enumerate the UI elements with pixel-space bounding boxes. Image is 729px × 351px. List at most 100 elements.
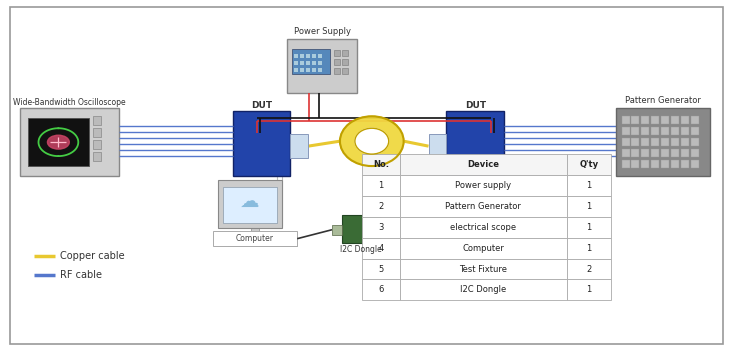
Bar (318, 67, 322, 72)
Bar (300, 67, 304, 72)
Bar (312, 67, 316, 72)
Bar (342, 49, 348, 55)
Bar (671, 160, 679, 168)
Bar (691, 149, 699, 157)
Bar (362, 217, 399, 238)
Bar (306, 67, 310, 72)
Bar (362, 279, 399, 300)
Bar (622, 116, 630, 124)
Bar (615, 108, 710, 176)
Bar (567, 175, 611, 196)
Ellipse shape (340, 116, 404, 166)
Bar (312, 54, 316, 58)
Bar (681, 116, 689, 124)
Text: Device: Device (467, 160, 499, 169)
Bar (661, 138, 669, 146)
Bar (399, 196, 567, 217)
Bar (661, 149, 669, 157)
Bar (661, 127, 669, 135)
Bar (681, 160, 689, 168)
Bar (631, 160, 639, 168)
Bar (642, 138, 650, 146)
Bar (295, 54, 298, 58)
Bar (429, 134, 446, 158)
Bar (233, 111, 290, 176)
Bar (318, 61, 322, 65)
Bar (671, 149, 679, 157)
Bar (446, 111, 504, 176)
Bar (251, 228, 259, 238)
Text: Pattern Generator: Pattern Generator (625, 96, 701, 105)
Text: 1: 1 (586, 223, 591, 232)
Bar (652, 116, 659, 124)
Text: RF cable: RF cable (61, 271, 102, 280)
Bar (567, 154, 611, 175)
Bar (227, 238, 297, 246)
Bar (295, 67, 298, 72)
Bar (399, 175, 567, 196)
Bar (631, 127, 639, 135)
Bar (93, 140, 101, 149)
Bar (642, 127, 650, 135)
Bar (290, 134, 308, 158)
Bar (691, 116, 699, 124)
Bar (399, 279, 567, 300)
Bar (691, 160, 699, 168)
Bar (362, 238, 399, 259)
Bar (681, 127, 689, 135)
Text: 1: 1 (586, 244, 591, 253)
Bar (300, 54, 304, 58)
Bar (567, 279, 611, 300)
Text: No.: No. (373, 160, 389, 169)
Bar (652, 127, 659, 135)
Ellipse shape (355, 128, 389, 154)
Bar (691, 138, 699, 146)
Bar (661, 160, 669, 168)
Ellipse shape (47, 135, 69, 149)
Bar (567, 238, 611, 259)
Bar (93, 128, 101, 137)
Bar (671, 127, 679, 135)
Bar (399, 259, 567, 279)
Bar (362, 154, 399, 175)
Bar (334, 49, 340, 55)
Text: 2: 2 (378, 202, 383, 211)
Text: electrical scope: electrical scope (451, 223, 516, 232)
Text: 1: 1 (378, 181, 383, 190)
Bar (306, 54, 310, 58)
Bar (622, 127, 630, 135)
Text: I2C Dongle: I2C Dongle (340, 245, 382, 254)
Bar (631, 138, 639, 146)
Bar (631, 149, 639, 157)
Text: Power supply: Power supply (455, 181, 511, 190)
Bar (567, 217, 611, 238)
Bar (342, 59, 348, 65)
Text: 6: 6 (378, 285, 383, 294)
Bar (334, 67, 340, 73)
Text: DUT: DUT (251, 101, 272, 110)
Bar (681, 149, 689, 157)
Text: Q'ty: Q'ty (579, 160, 599, 169)
Text: 1: 1 (586, 285, 591, 294)
Bar (642, 149, 650, 157)
Bar (28, 118, 89, 166)
FancyBboxPatch shape (9, 7, 723, 344)
Bar (312, 61, 316, 65)
Text: 3: 3 (378, 223, 383, 232)
Bar (342, 215, 380, 243)
Text: 4: 4 (378, 244, 383, 253)
Bar (642, 160, 650, 168)
Text: 2: 2 (586, 265, 591, 273)
Text: Copper cable: Copper cable (61, 251, 125, 260)
Bar (622, 138, 630, 146)
Bar (217, 180, 282, 228)
Bar (622, 160, 630, 168)
Bar (318, 54, 322, 58)
Bar (671, 138, 679, 146)
Bar (306, 61, 310, 65)
Bar (399, 154, 567, 175)
Bar (622, 149, 630, 157)
Bar (20, 108, 119, 176)
Bar (399, 238, 567, 259)
Text: Computer: Computer (462, 244, 504, 253)
